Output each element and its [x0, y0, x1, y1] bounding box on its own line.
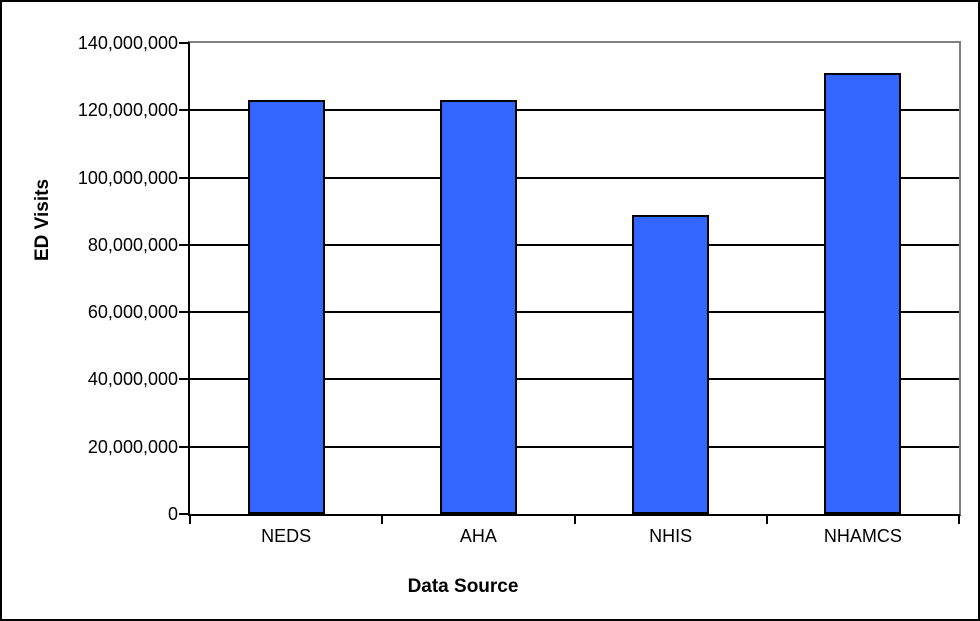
y-axis-tick-label: 20,000,000	[87, 436, 178, 457]
y-tick-mark	[179, 42, 188, 44]
y-tick-mark	[179, 109, 188, 112]
bar-aha	[439, 100, 517, 514]
category-label-nhis: NHIS	[649, 526, 693, 546]
x-tick-mark	[574, 514, 576, 524]
y-axis-tick-label: 60,000,000	[87, 302, 178, 323]
plot-area	[179, 41, 961, 524]
x-tick-mark	[381, 514, 383, 524]
y-axis-tick-label: 120,000,000	[77, 100, 178, 121]
y-tick-mark	[179, 243, 188, 246]
y-axis-tick-label: 100,000,000	[77, 167, 178, 188]
y-tick-mark	[179, 378, 188, 381]
y-tick-mark	[179, 311, 188, 314]
y-axis-tick-label: 0	[167, 504, 178, 524]
y-axis-tick-label: 140,000,000	[77, 33, 178, 53]
gridline	[190, 176, 959, 179]
x-tick-mark	[958, 514, 960, 524]
gridline	[190, 311, 959, 314]
gridline	[190, 243, 959, 246]
y-axis-tick-label: 80,000,000	[87, 234, 178, 255]
x-tick-mark	[189, 514, 191, 524]
category-label-neds: NEDS	[261, 526, 312, 546]
bar-neds	[247, 100, 325, 514]
gridline	[190, 109, 959, 112]
category-label-aha: AHA	[459, 526, 497, 546]
y-tick-mark	[179, 445, 188, 448]
y-axis-tick-label: 40,000,000	[87, 369, 178, 390]
y-tick-mark	[179, 513, 188, 515]
bar-nhis	[632, 214, 710, 514]
bar-nhamcs	[824, 73, 902, 514]
x-axis-title: Data Source	[407, 576, 519, 597]
x-tick-mark	[766, 514, 768, 524]
category-label-nhamcs: NHAMCS	[823, 526, 902, 546]
gridline	[190, 378, 959, 381]
gridline	[190, 445, 959, 448]
y-tick-mark	[179, 176, 188, 179]
